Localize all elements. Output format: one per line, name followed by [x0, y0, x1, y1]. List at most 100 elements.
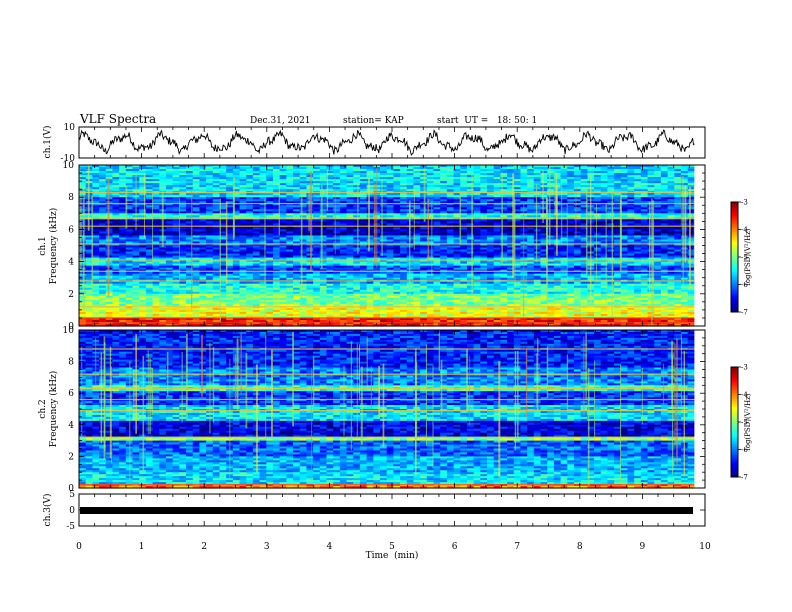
spectrogram-cell [647, 227, 655, 230]
spectrogram-cell [132, 235, 140, 239]
spectrogram-cell [634, 181, 642, 184]
spectrogram-cell [79, 165, 87, 168]
spectrogram-cell [547, 239, 555, 243]
spectrogram-cell [460, 247, 468, 251]
spectrogram-cell [507, 175, 515, 178]
spectrogram-cell [353, 235, 361, 239]
spectrogram-cell [480, 193, 488, 196]
spectrogram-cell [313, 189, 321, 192]
spectrogram-cell [654, 207, 662, 210]
spectrogram-cell [560, 209, 568, 212]
spectrogram-cell [587, 169, 595, 172]
spectrogram-cell [159, 179, 167, 182]
spectrogram-cell [440, 209, 448, 212]
spectrogram-cell [139, 241, 147, 245]
spectrogram-cell [366, 173, 374, 176]
spectrogram-cell [266, 189, 274, 192]
spectrogram-cell [246, 233, 254, 237]
spectrogram-cell [232, 165, 241, 168]
spectrogram-cell [246, 179, 254, 182]
spectrogram-cell [527, 215, 535, 218]
spectrogram-cell [453, 187, 461, 190]
spectrogram-cell [480, 175, 488, 178]
spectrogram-cell [172, 253, 180, 257]
spectrogram-cell [667, 233, 675, 237]
spectrogram-cell [313, 175, 321, 178]
spectrogram-cell [453, 227, 461, 230]
spectrogram-cell [426, 169, 435, 172]
spectrogram-cell [507, 251, 515, 255]
spectrogram-cell [199, 253, 207, 257]
spectrogram-cell [226, 171, 234, 174]
spectrogram-cell [567, 239, 575, 243]
spectrogram-cell [687, 195, 695, 198]
spectrogram-cell [219, 181, 227, 184]
spectrogram-cell [199, 233, 207, 237]
spectrogram-cell [547, 177, 555, 180]
spectrogram-cell [594, 177, 602, 180]
spectrogram-cell [654, 173, 662, 176]
spectrogram-cell [547, 245, 555, 249]
spectrogram-cell [487, 179, 495, 182]
spectrogram-cell [620, 189, 629, 192]
spectrogram-cell [513, 185, 522, 188]
spectrogram-cell [125, 239, 134, 243]
spectrogram-cell [547, 193, 555, 196]
spectrogram-cell [272, 249, 281, 253]
spectrogram-cell [192, 211, 200, 214]
spectrogram-cell [139, 215, 147, 218]
spectrogram-cell [674, 203, 682, 206]
spectrogram-cell [460, 173, 468, 176]
spectrogram-cell [99, 233, 107, 237]
spectrogram-cell [547, 167, 555, 170]
spectrogram-cell [674, 169, 682, 172]
spectrogram-cell [420, 243, 428, 247]
spectrogram-cell [99, 187, 107, 190]
spectrogram-cell [393, 209, 401, 212]
spectrogram-cell [199, 207, 207, 210]
spectrogram-cell [500, 177, 508, 180]
spectrogram-cell [226, 245, 234, 249]
spectrogram-cell [172, 231, 180, 235]
spectrogram-cell [687, 203, 695, 206]
spectrogram-cell [540, 249, 548, 253]
spectrogram-cell [513, 173, 522, 176]
spectrogram-cell [460, 253, 468, 257]
spectrogram-cell [393, 231, 401, 235]
spectrogram-cell [386, 247, 394, 251]
spectrogram-cell [580, 195, 588, 198]
spectrogram-cell [152, 251, 160, 255]
spectrogram-cell [620, 201, 629, 204]
spectrogram-cell [339, 219, 348, 222]
spectrogram-cell [413, 169, 421, 172]
spectrogram-cell [272, 179, 281, 182]
spectrogram-cell [92, 255, 100, 259]
spectrogram-cell [513, 235, 522, 239]
spectrogram-cell [293, 195, 301, 198]
spectrogram-cell [493, 187, 501, 190]
spectrogram-cell [226, 229, 234, 233]
spectrogram-cell [560, 199, 568, 202]
spectrogram-cell [353, 233, 361, 237]
spectrogram-cell [306, 233, 314, 237]
spectrogram-cell [326, 197, 334, 200]
spectrogram-cell [199, 173, 207, 176]
spectrogram-cell [313, 205, 321, 208]
spectrogram-cell [540, 171, 548, 174]
spectrogram-cell [112, 233, 120, 237]
spectrogram-cell [226, 203, 234, 206]
spectrogram-cell [647, 231, 655, 235]
spectrogram-cell [667, 171, 675, 174]
spectrogram-cell [433, 239, 441, 243]
spectrogram-cell [687, 189, 695, 192]
spectrogram-cell [493, 171, 501, 174]
spectrogram-cell [627, 189, 635, 192]
spectrogram-cell [487, 181, 495, 184]
spectrogram-cell [660, 239, 669, 243]
spectrogram-cell [640, 179, 649, 182]
spectrogram-cell [493, 203, 501, 206]
spectrogram-cell [279, 227, 287, 230]
spectrogram-cell [186, 253, 194, 257]
spectrogram-cell [353, 201, 361, 204]
spectrogram-cell [232, 189, 241, 192]
